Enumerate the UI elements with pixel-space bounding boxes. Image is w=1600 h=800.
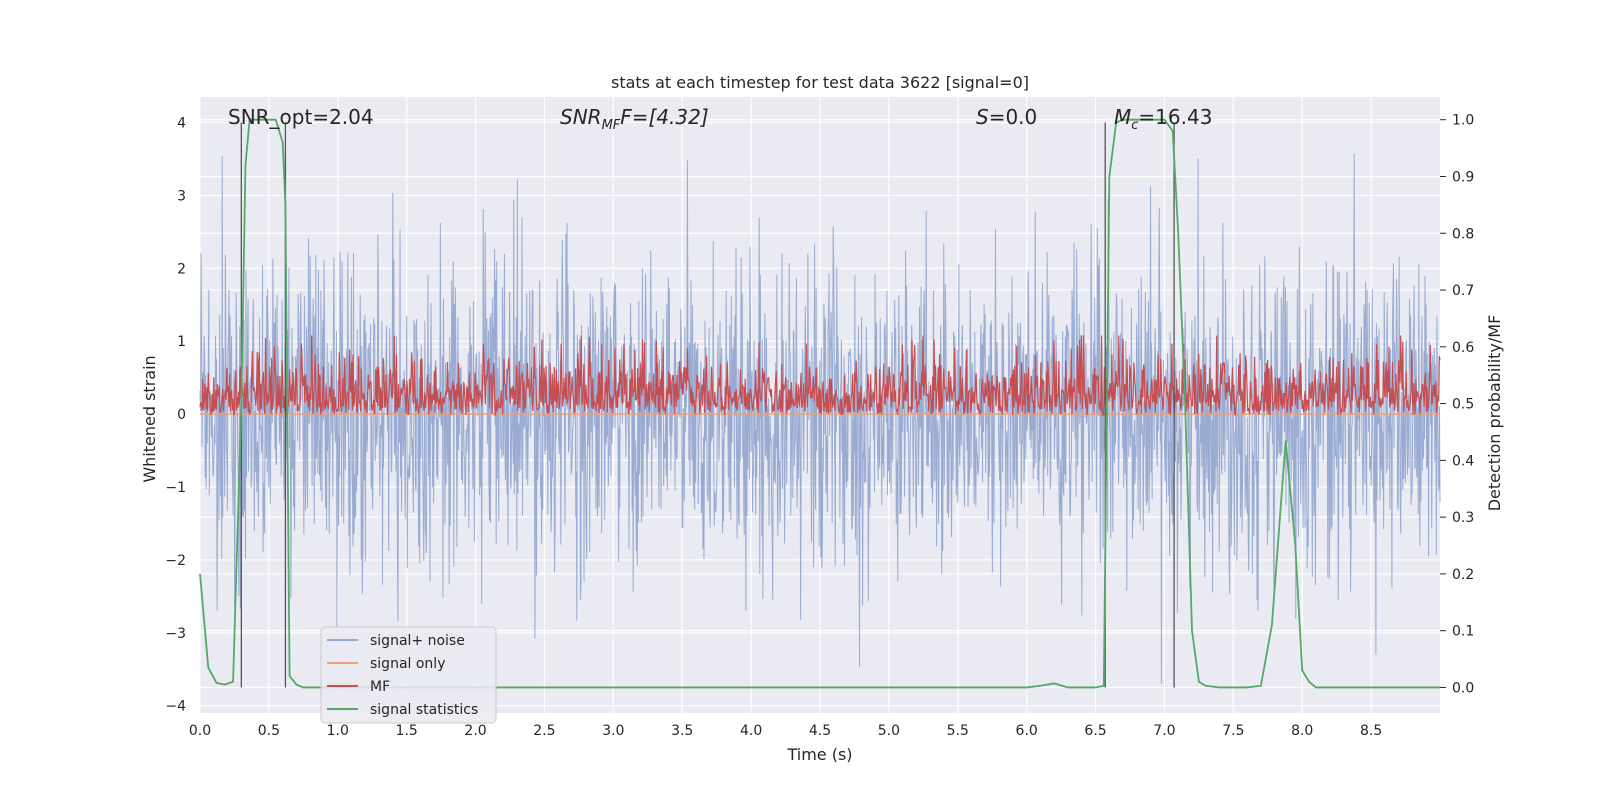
y-left-tick-label: 3 [177, 188, 186, 204]
y-left-tick-label: −2 [165, 553, 186, 569]
y-right-tick-label: 0.1 [1452, 624, 1474, 640]
series-signal-statistics [199, 118, 1440, 689]
x-tick-labels: 0.0 0.5 1.0 1.5 2.0 2.5 3.0 3.5 4.0 4.5 5.0 5.5 6.0 6… [189, 723, 1382, 739]
legend-label-signal-only: signal only [370, 656, 445, 672]
x-tick-label: 7.0 [1153, 723, 1175, 739]
x-tick-label: 4.0 [740, 723, 762, 739]
x-axis-label: Time (s) [786, 745, 852, 764]
y-right-tick-label: 0.6 [1452, 340, 1474, 356]
y-left-tick-label: 0 [177, 407, 186, 423]
y-left-tick-labels: 4 3 2 1 0 −1 −2 −3 −4 [165, 116, 186, 715]
x-tick-label: 2.5 [533, 723, 555, 739]
y-right-tick-label: 0.7 [1452, 283, 1474, 299]
y-right-tick-label: 0.0 [1452, 680, 1474, 696]
y-right-tick-label: 0.3 [1452, 510, 1474, 526]
chart-title: stats at each timestep for test data 362… [611, 73, 1029, 92]
x-tick-label: 3.5 [671, 723, 693, 739]
x-tick-label: 0.5 [258, 723, 280, 739]
legend-label-signal-noise: signal+ noise [370, 633, 465, 649]
y-left-tick-label: −4 [165, 699, 186, 715]
series-mf [199, 335, 1441, 417]
x-tick-label: 7.5 [1222, 723, 1244, 739]
annotation-snr-mf-rest: F=[4.32] [620, 105, 708, 129]
y-left-tick-label: −3 [165, 626, 186, 642]
annotation-snr-opt: SNR_opt=2.04 [228, 105, 374, 129]
y-axis-right-label: Detection probability/MF [1485, 315, 1504, 512]
legend-label-mf: MF [370, 679, 390, 695]
x-tick-label: 6.5 [1084, 723, 1106, 739]
annotation-mc-sub: c [1131, 118, 1138, 133]
x-tick-label: 6.0 [1016, 723, 1038, 739]
y-left-tick-label: 2 [177, 261, 186, 277]
x-tick-label: 4.5 [809, 723, 831, 739]
y-left-tick-label: 4 [177, 116, 186, 132]
annotation-snr-mf-sub: MF [602, 118, 621, 133]
annotation-snr-mf-main: SNR [560, 105, 602, 129]
y-right-tick-label: 1.0 [1452, 113, 1474, 129]
y-right-tick-labels: 1.0 0.9 0.8 0.7 0.6 0.5 0.4 0.3 0.2 0.1 0.0 [1440, 113, 1474, 696]
x-tick-label: 3.0 [602, 723, 624, 739]
annotation-s-value: =0.0 [989, 105, 1038, 129]
annotation-mc: Mc=16.43 [1114, 105, 1212, 133]
x-tick-label: 8.5 [1360, 723, 1382, 739]
x-tick-label: 8.0 [1291, 723, 1313, 739]
annotation-s: S=0.0 [976, 105, 1037, 129]
legend-label-signal-statistics: signal statistics [370, 702, 478, 718]
annotation-snr-mf: SNRMFF=[4.32] [560, 105, 709, 133]
x-tick-label: 1.0 [327, 723, 349, 739]
chart-marks [199, 118, 1441, 689]
y-right-tick-label: 0.5 [1452, 397, 1474, 413]
annotation-mc-value: =16.43 [1138, 105, 1212, 129]
y-left-tick-label: 1 [177, 334, 186, 350]
y-right-tick-label: 0.8 [1452, 226, 1474, 242]
x-tick-label: 1.5 [396, 723, 418, 739]
y-right-tick-label: 0.2 [1452, 567, 1474, 583]
y-left-tick-label: −1 [165, 480, 186, 496]
y-right-tick-label: 0.4 [1452, 453, 1474, 469]
x-tick-label: 2.0 [464, 723, 486, 739]
legend: signal+ noise signal only MF signal stat… [320, 626, 497, 724]
annotation-mc-main: M [1114, 105, 1131, 129]
x-tick-label: 0.0 [189, 723, 211, 739]
x-tick-label: 5.5 [947, 723, 969, 739]
y-axis-left-label: Whitened strain [140, 355, 159, 482]
x-tick-label: 5.0 [878, 723, 900, 739]
y-right-tick-label: 0.9 [1452, 169, 1474, 185]
legend-box [320, 626, 497, 724]
annotation-s-symbol: S [976, 105, 989, 129]
